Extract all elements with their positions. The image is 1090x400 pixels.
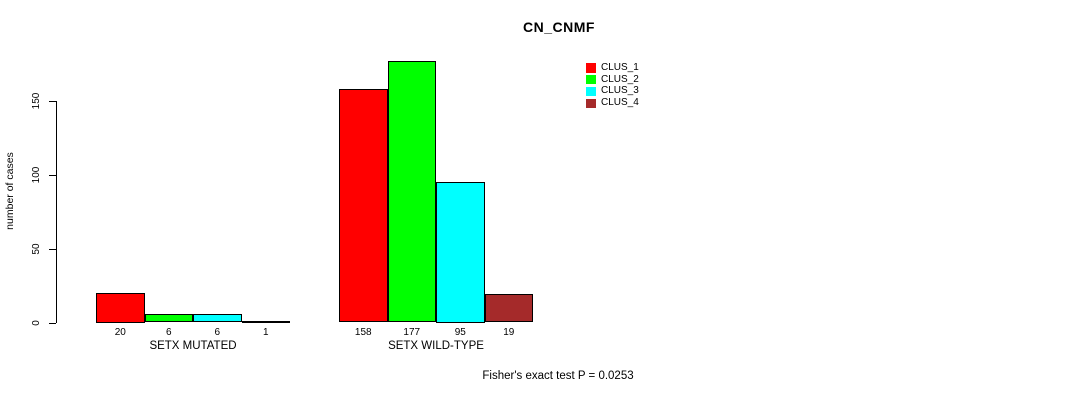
bar-value-label: 19 xyxy=(503,327,515,338)
legend-label: CLUS_3 xyxy=(601,85,639,97)
legend-swatch-clus-3 xyxy=(586,86,596,97)
bar-clus-4-setx-mutated xyxy=(241,321,290,324)
bar-value-label: 95 xyxy=(454,327,466,338)
legend-swatch-clus-1 xyxy=(586,63,596,73)
y-tick-label: 50 xyxy=(31,243,42,255)
category-label-setx-wild-type: SETX WILD-TYPE xyxy=(388,340,484,352)
bar-clus-3-setx-mutated xyxy=(193,313,242,323)
y-tick-mark xyxy=(49,322,56,324)
bar-clus-1-setx-mutated xyxy=(96,293,145,323)
bar-clus-3-setx-wild-type xyxy=(436,182,485,323)
y-axis xyxy=(56,101,57,323)
legend-item-clus-4: CLUS_4 xyxy=(586,97,639,109)
legend-swatch-clus-2 xyxy=(586,74,596,85)
bar-value-label: 20 xyxy=(114,327,126,338)
legend-item-clus-2: CLUS_2 xyxy=(586,74,639,86)
legend: CLUS_1 CLUS_2 CLUS_3 CLUS_4 xyxy=(586,62,639,109)
legend-swatch-clus-4 xyxy=(586,98,596,109)
bar-clus-4-setx-wild-type xyxy=(484,294,533,323)
legend-item-clus-1: CLUS_1 xyxy=(586,62,639,74)
bar-value-label: 177 xyxy=(403,327,421,338)
stat-annotation: Fisher's exact test P = 0.0253 xyxy=(482,370,634,382)
bar-value-label: 6 xyxy=(214,327,221,338)
legend-label: CLUS_1 xyxy=(601,61,639,73)
bar-value-label: 158 xyxy=(354,327,372,338)
y-tick-mark xyxy=(49,175,56,176)
y-tick-label: 0 xyxy=(31,319,42,326)
bar-clus-1-setx-wild-type xyxy=(339,89,388,323)
y-axis-label: number of cases xyxy=(4,152,16,230)
bar-value-label: 1 xyxy=(262,327,269,338)
y-tick-label: 100 xyxy=(31,166,42,184)
y-tick-mark xyxy=(49,101,56,103)
y-tick-mark xyxy=(49,248,56,250)
chart-title: CN_CNMF xyxy=(523,19,595,35)
bar-value-label: 6 xyxy=(165,327,172,338)
legend-label: CLUS_4 xyxy=(601,97,639,109)
legend-item-clus-3: CLUS_3 xyxy=(586,86,639,98)
legend-label: CLUS_2 xyxy=(601,73,639,85)
bar-clus-2-setx-wild-type xyxy=(387,61,436,323)
y-tick-label: 150 xyxy=(31,92,42,110)
bar-clus-2-setx-mutated xyxy=(144,313,193,323)
category-label-setx-mutated: SETX MUTATED xyxy=(149,340,237,352)
